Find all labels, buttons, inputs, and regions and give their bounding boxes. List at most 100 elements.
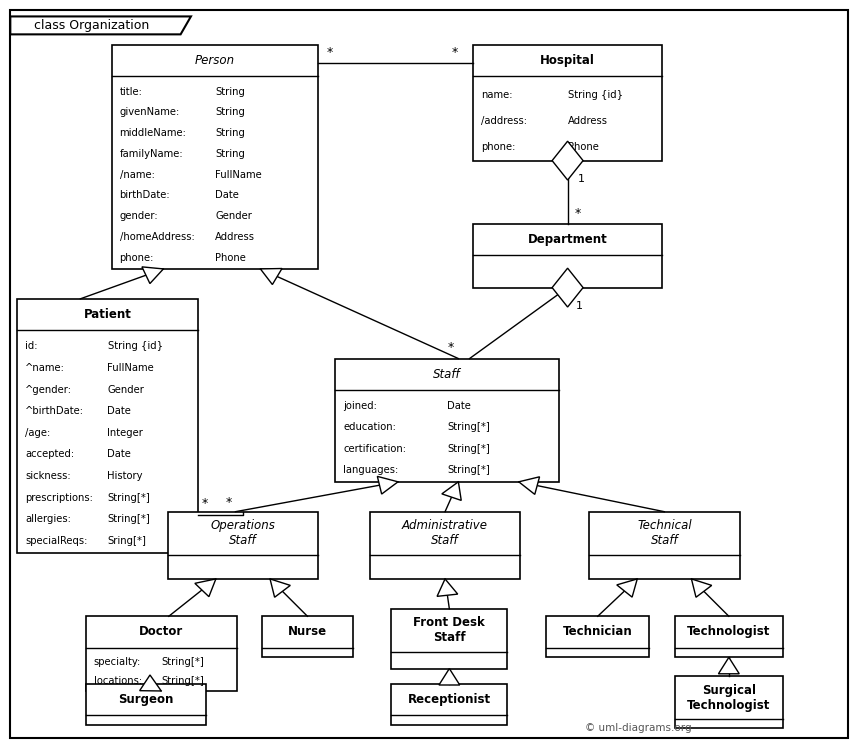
- Polygon shape: [378, 477, 398, 494]
- Text: Surgical
Technologist: Surgical Technologist: [687, 684, 771, 712]
- FancyBboxPatch shape: [112, 45, 318, 269]
- Text: Phone: Phone: [568, 141, 599, 152]
- FancyBboxPatch shape: [370, 512, 520, 579]
- Text: joined:: joined:: [343, 401, 377, 411]
- Text: String[*]: String[*]: [447, 444, 490, 453]
- Polygon shape: [139, 675, 162, 691]
- Text: Administrative
Staff: Administrative Staff: [402, 519, 488, 548]
- Text: *: *: [202, 498, 208, 510]
- Text: *: *: [327, 46, 333, 59]
- Text: accepted:: accepted:: [25, 450, 74, 459]
- Text: class Organization: class Organization: [34, 19, 150, 32]
- Text: Technical
Staff: Technical Staff: [637, 519, 691, 548]
- Text: Address: Address: [215, 232, 255, 242]
- Text: © uml-diagrams.org: © uml-diagrams.org: [585, 723, 691, 734]
- FancyBboxPatch shape: [335, 359, 559, 482]
- Text: ^gender:: ^gender:: [25, 385, 72, 394]
- Text: sickness:: sickness:: [25, 471, 71, 481]
- Text: gender:: gender:: [120, 211, 158, 221]
- FancyBboxPatch shape: [391, 609, 507, 669]
- Text: Technologist: Technologist: [687, 625, 771, 639]
- Polygon shape: [10, 16, 191, 34]
- Text: *: *: [452, 46, 458, 59]
- Text: String[*]: String[*]: [108, 514, 150, 524]
- Polygon shape: [142, 267, 163, 284]
- Polygon shape: [261, 268, 282, 285]
- Text: String: String: [215, 128, 245, 138]
- Text: Date: Date: [447, 401, 471, 411]
- Text: Gender: Gender: [108, 385, 144, 394]
- Text: Receptionist: Receptionist: [408, 692, 491, 706]
- FancyBboxPatch shape: [262, 616, 353, 657]
- Polygon shape: [519, 477, 539, 495]
- Text: 1: 1: [576, 300, 583, 311]
- Text: specialty:: specialty:: [94, 657, 141, 667]
- FancyBboxPatch shape: [168, 512, 318, 579]
- Text: History: History: [108, 471, 143, 481]
- FancyBboxPatch shape: [86, 684, 206, 725]
- Polygon shape: [691, 579, 712, 598]
- Text: FullName: FullName: [215, 170, 261, 179]
- Polygon shape: [552, 141, 583, 180]
- Text: Hospital: Hospital: [540, 54, 595, 67]
- Text: Date: Date: [215, 190, 239, 200]
- Text: Date: Date: [108, 406, 132, 416]
- FancyBboxPatch shape: [675, 616, 783, 657]
- Text: certification:: certification:: [343, 444, 406, 453]
- Text: /homeAddress:: /homeAddress:: [120, 232, 194, 242]
- Text: ^birthDate:: ^birthDate:: [25, 406, 84, 416]
- Text: Doctor: Doctor: [139, 625, 183, 639]
- Text: Department: Department: [528, 233, 607, 247]
- Text: middleName:: middleName:: [120, 128, 187, 138]
- Text: *: *: [225, 496, 232, 509]
- Text: Front Desk
Staff: Front Desk Staff: [414, 616, 485, 645]
- Text: name:: name:: [481, 90, 513, 100]
- Text: prescriptions:: prescriptions:: [25, 493, 93, 503]
- Text: *: *: [574, 207, 580, 220]
- Text: /address:: /address:: [481, 116, 526, 126]
- Polygon shape: [718, 657, 740, 674]
- Text: Gender: Gender: [215, 211, 252, 221]
- Text: String {id}: String {id}: [568, 90, 623, 100]
- Text: Operations
Staff: Operations Staff: [211, 519, 275, 548]
- FancyBboxPatch shape: [10, 10, 848, 738]
- Text: /name:: /name:: [120, 170, 155, 179]
- Polygon shape: [617, 579, 637, 597]
- Text: *: *: [448, 341, 454, 354]
- Text: String: String: [215, 149, 245, 159]
- Text: education:: education:: [343, 422, 396, 433]
- Text: /age:: /age:: [25, 428, 50, 438]
- FancyBboxPatch shape: [391, 684, 507, 725]
- Text: phone:: phone:: [481, 141, 515, 152]
- Text: Phone: Phone: [215, 252, 246, 262]
- Text: String: String: [215, 108, 245, 117]
- FancyBboxPatch shape: [86, 616, 237, 691]
- FancyBboxPatch shape: [546, 616, 649, 657]
- Text: String[*]: String[*]: [447, 465, 490, 475]
- Text: Person: Person: [195, 54, 235, 67]
- FancyBboxPatch shape: [589, 512, 740, 579]
- Text: Date: Date: [108, 450, 132, 459]
- Text: locations:: locations:: [94, 675, 142, 686]
- Text: givenName:: givenName:: [120, 108, 180, 117]
- Text: Technician: Technician: [562, 625, 633, 639]
- Text: String[*]: String[*]: [162, 675, 204, 686]
- Text: familyName:: familyName:: [120, 149, 183, 159]
- Polygon shape: [437, 579, 458, 596]
- Text: String[*]: String[*]: [162, 657, 204, 667]
- Text: Patient: Patient: [83, 308, 132, 321]
- Text: FullName: FullName: [108, 363, 154, 373]
- Polygon shape: [270, 579, 291, 598]
- Text: allergies:: allergies:: [25, 514, 71, 524]
- Text: ^name:: ^name:: [25, 363, 64, 373]
- Text: String: String: [215, 87, 245, 96]
- Text: Integer: Integer: [108, 428, 144, 438]
- Text: String {id}: String {id}: [108, 341, 163, 351]
- Text: Surgeon: Surgeon: [119, 692, 174, 706]
- Text: birthDate:: birthDate:: [120, 190, 170, 200]
- FancyBboxPatch shape: [17, 299, 198, 553]
- Text: languages:: languages:: [343, 465, 398, 475]
- Text: Sring[*]: Sring[*]: [108, 536, 146, 546]
- FancyBboxPatch shape: [675, 676, 783, 728]
- Text: String[*]: String[*]: [447, 422, 490, 433]
